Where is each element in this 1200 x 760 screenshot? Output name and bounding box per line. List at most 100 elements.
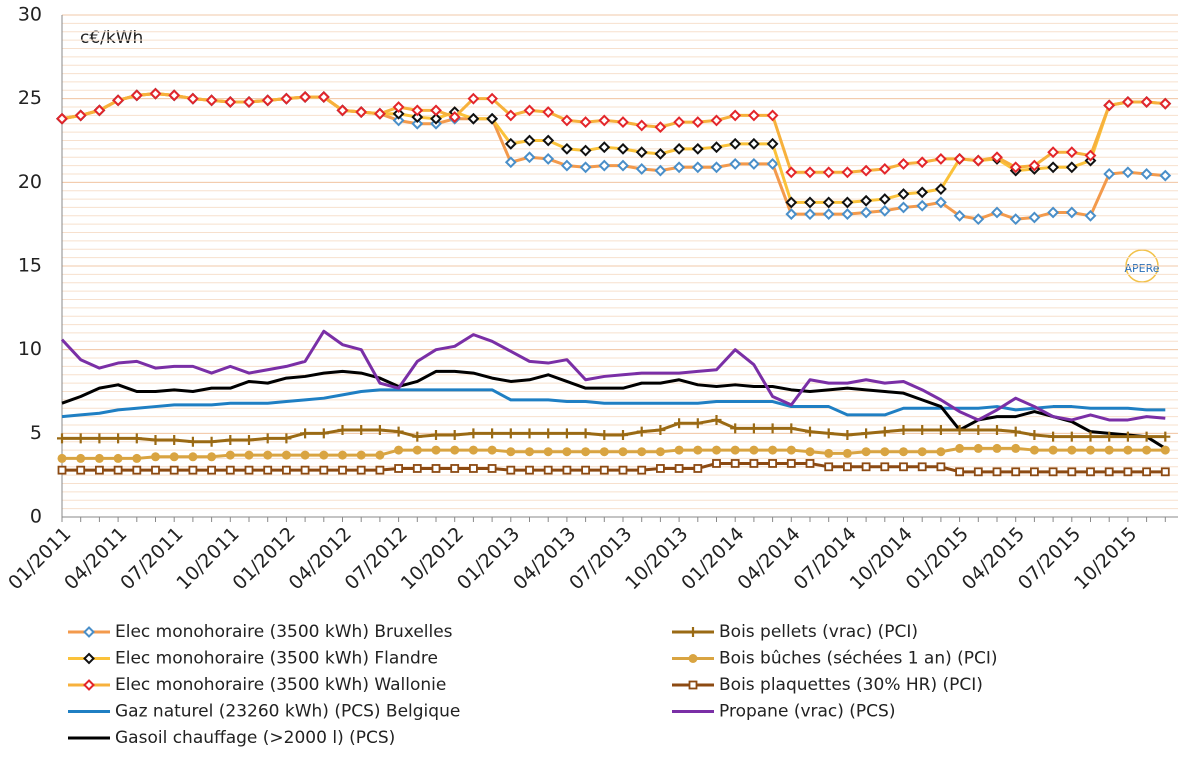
marker — [1103, 168, 1116, 180]
marker — [1121, 96, 1134, 108]
marker — [1048, 467, 1058, 477]
marker — [523, 151, 536, 164]
marker — [917, 462, 927, 472]
marker — [412, 464, 422, 473]
marker — [430, 112, 442, 125]
marker — [355, 106, 368, 118]
marker — [897, 201, 910, 214]
marker — [560, 142, 573, 155]
marker — [450, 445, 460, 455]
marker — [504, 109, 517, 122]
marker — [598, 114, 611, 127]
marker — [785, 196, 798, 209]
marker — [1159, 97, 1172, 110]
marker — [824, 448, 834, 458]
marker — [356, 424, 367, 435]
marker — [132, 465, 142, 475]
y-tick-label: 10 — [18, 338, 42, 360]
marker — [879, 426, 890, 437]
marker — [412, 445, 422, 455]
marker — [655, 447, 665, 457]
marker — [579, 116, 592, 129]
marker — [450, 464, 460, 473]
marker — [786, 423, 797, 434]
marker — [1122, 431, 1133, 442]
marker — [1086, 467, 1095, 477]
marker — [618, 430, 628, 441]
marker — [543, 428, 554, 439]
marker — [1159, 169, 1172, 182]
marker — [338, 450, 347, 460]
marker — [244, 435, 254, 446]
marker — [225, 465, 235, 475]
marker — [1085, 431, 1096, 442]
series — [57, 414, 1171, 447]
marker — [688, 654, 698, 663]
marker — [1104, 445, 1114, 455]
unit-label: c€/kWh — [80, 28, 143, 48]
marker — [206, 436, 217, 447]
marker — [486, 112, 499, 125]
y-tick-label: 0 — [30, 506, 42, 528]
marker — [992, 467, 1002, 477]
marker — [747, 158, 760, 170]
marker — [76, 465, 86, 475]
marker — [953, 152, 966, 165]
marker — [487, 428, 498, 439]
marker — [336, 104, 349, 117]
marker — [729, 158, 742, 170]
marker — [74, 109, 87, 122]
marker — [1140, 96, 1153, 108]
marker — [712, 445, 721, 455]
marker — [187, 436, 198, 447]
marker — [300, 465, 310, 475]
marker — [186, 92, 199, 105]
marker — [936, 462, 946, 472]
marker — [467, 92, 480, 105]
marker — [581, 465, 590, 475]
marker — [356, 450, 366, 460]
marker — [673, 161, 686, 174]
marker — [300, 450, 310, 460]
marker — [504, 137, 517, 150]
marker — [337, 424, 348, 435]
marker — [1103, 99, 1116, 112]
marker — [113, 433, 124, 444]
marker — [710, 141, 723, 154]
legend-label: Gasoil chauffage (>2000 l) (PCS) — [115, 728, 395, 748]
series-line — [60, 329, 1166, 422]
marker — [637, 447, 647, 457]
marker — [786, 459, 796, 468]
marker — [656, 464, 665, 473]
marker — [691, 142, 704, 155]
marker — [712, 459, 721, 468]
marker — [113, 465, 123, 475]
marker — [954, 424, 965, 435]
marker — [504, 156, 517, 169]
marker — [878, 163, 891, 175]
series — [56, 87, 1172, 226]
marker — [262, 433, 273, 444]
marker — [542, 106, 555, 118]
marker — [654, 147, 667, 160]
marker — [224, 96, 237, 108]
marker — [878, 204, 891, 217]
marker — [1142, 467, 1151, 477]
marker — [188, 452, 198, 462]
marker — [562, 447, 572, 457]
marker — [151, 452, 160, 462]
marker — [748, 423, 759, 434]
marker — [598, 159, 611, 172]
marker — [785, 208, 798, 221]
marker — [955, 467, 964, 477]
legend-label: Bois bûches (séchées 1 an) (PCI) — [719, 649, 998, 669]
marker — [1009, 213, 1022, 226]
marker — [375, 450, 385, 460]
marker — [1009, 161, 1022, 174]
marker — [898, 424, 909, 435]
marker — [151, 465, 160, 475]
marker — [674, 418, 685, 429]
marker — [674, 445, 684, 455]
marker — [207, 465, 217, 475]
marker — [149, 87, 162, 100]
